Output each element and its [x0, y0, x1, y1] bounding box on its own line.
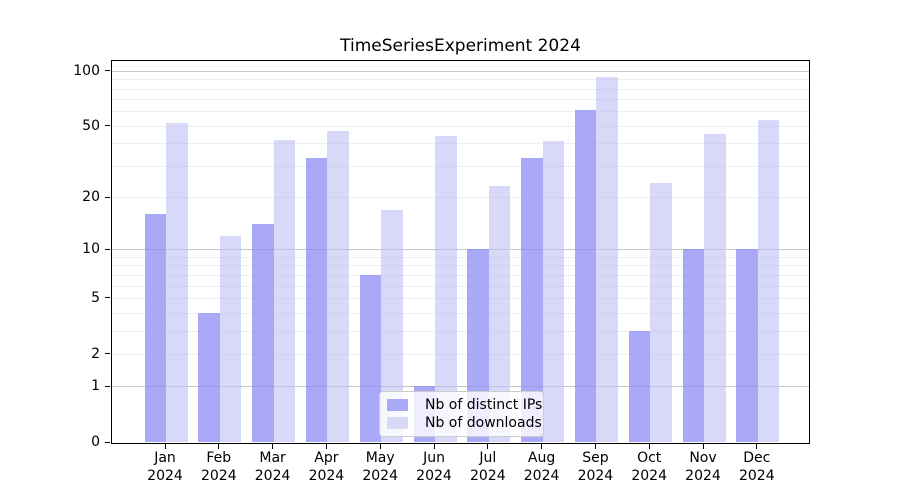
bar-downloads — [219, 235, 242, 442]
y-tick-label: 10 — [82, 241, 100, 258]
gridline-minor — [112, 256, 809, 258]
x-tick-label: Mar 2024 — [254, 450, 291, 484]
x-tick-mark — [541, 444, 543, 449]
legend-label-downloads: Nb of downloads — [425, 415, 542, 431]
y-tick-label: 50 — [82, 117, 100, 134]
gridline-minor — [112, 353, 809, 355]
plot-area — [111, 60, 810, 444]
legend-item-downloads: Nb of downloads — [387, 415, 542, 431]
x-tick-mark — [702, 444, 704, 449]
x-tick-mark — [594, 444, 596, 449]
bar-downloads — [596, 76, 618, 442]
x-tick-mark — [379, 444, 381, 449]
bar-distinct-ips — [736, 249, 758, 442]
legend-swatch-distinct-ips-icon — [387, 399, 408, 411]
y-tick-mark — [105, 70, 110, 72]
x-tick-mark — [756, 444, 758, 449]
x-tick-mark — [218, 444, 220, 449]
y-tick-label: 20 — [82, 189, 100, 206]
gridline-minor — [112, 330, 809, 332]
x-tick-mark — [487, 444, 489, 449]
gridline-minor — [112, 143, 809, 145]
y-tick-label: 100 — [73, 62, 100, 79]
y-tick-mark — [105, 441, 110, 443]
y-tick-mark — [105, 196, 110, 198]
legend-swatch-downloads-icon — [387, 417, 408, 429]
gridline-minor — [112, 312, 809, 314]
legend-label-distinct-ips: Nb of distinct IPs — [425, 397, 543, 413]
y-tick-label: 5 — [91, 289, 100, 306]
x-tick-mark — [164, 444, 166, 449]
bar-downloads — [381, 209, 403, 442]
gridline-major — [112, 70, 809, 72]
bar-downloads — [650, 183, 672, 442]
gridline-major — [112, 386, 809, 388]
x-tick-label: Apr 2024 — [308, 450, 345, 484]
gridline-minor — [112, 197, 809, 199]
x-tick-label: Nov 2024 — [685, 450, 721, 484]
gridline-minor — [112, 297, 809, 299]
gridline-minor — [112, 99, 809, 101]
bar-distinct-ips — [198, 312, 220, 442]
bar-downloads — [273, 139, 296, 442]
x-tick-mark — [272, 444, 274, 449]
gridline-minor — [112, 79, 809, 81]
bar-distinct-ips — [682, 249, 704, 442]
y-tick-mark — [105, 353, 110, 355]
x-tick-mark — [648, 444, 650, 449]
y-tick-label: 1 — [91, 378, 100, 395]
y-tick-mark — [105, 297, 110, 299]
legend-item-distinct-ips: Nb of distinct IPs — [387, 397, 542, 413]
bar-downloads — [542, 141, 565, 442]
bar-downloads — [327, 130, 349, 442]
gridline-minor — [112, 111, 809, 113]
bar-distinct-ips — [628, 330, 651, 442]
gridline-minor — [112, 265, 809, 267]
bar-distinct-ips — [144, 214, 166, 442]
y-tick-mark — [105, 385, 110, 387]
legend: Nb of distinct IPs Nb of downloads — [379, 391, 544, 437]
gridline-minor — [112, 274, 809, 276]
x-tick-label: Dec 2024 — [738, 450, 775, 484]
x-tick-mark — [433, 444, 435, 449]
y-tick-mark — [105, 125, 110, 127]
y-tick-mark — [105, 248, 110, 250]
x-tick-label: Sep 2024 — [577, 450, 614, 484]
gridline-minor — [112, 285, 809, 287]
gridline-minor — [112, 125, 809, 127]
bar-distinct-ips — [305, 158, 328, 442]
x-tick-mark — [325, 444, 327, 449]
bar-distinct-ips — [574, 110, 597, 442]
bar-downloads — [704, 134, 726, 442]
x-tick-label: Oct 2024 — [631, 450, 667, 484]
gridline-major — [112, 249, 809, 251]
bar-downloads — [757, 119, 780, 442]
bar-downloads — [488, 186, 511, 442]
bar-distinct-ips — [521, 158, 543, 442]
x-tick-label: Aug 2024 — [523, 450, 560, 484]
x-tick-label: Feb 2024 — [200, 450, 237, 484]
gridline-minor — [112, 165, 809, 167]
bar-downloads — [166, 122, 188, 442]
bar-distinct-ips — [252, 224, 274, 442]
bar-distinct-ips — [359, 274, 382, 442]
chart-title: TimeSeriesExperiment 2024 — [340, 36, 581, 56]
bar-downloads — [435, 135, 457, 442]
gridline-minor — [112, 88, 809, 90]
x-tick-label: Jun 2024 — [416, 450, 452, 484]
x-tick-label: May 2024 — [362, 450, 398, 484]
x-tick-label: Jul 2024 — [469, 450, 506, 484]
y-tick-label: 0 — [91, 434, 100, 450]
x-tick-label: Jan 2024 — [147, 450, 183, 484]
y-tick-label: 2 — [91, 345, 100, 362]
